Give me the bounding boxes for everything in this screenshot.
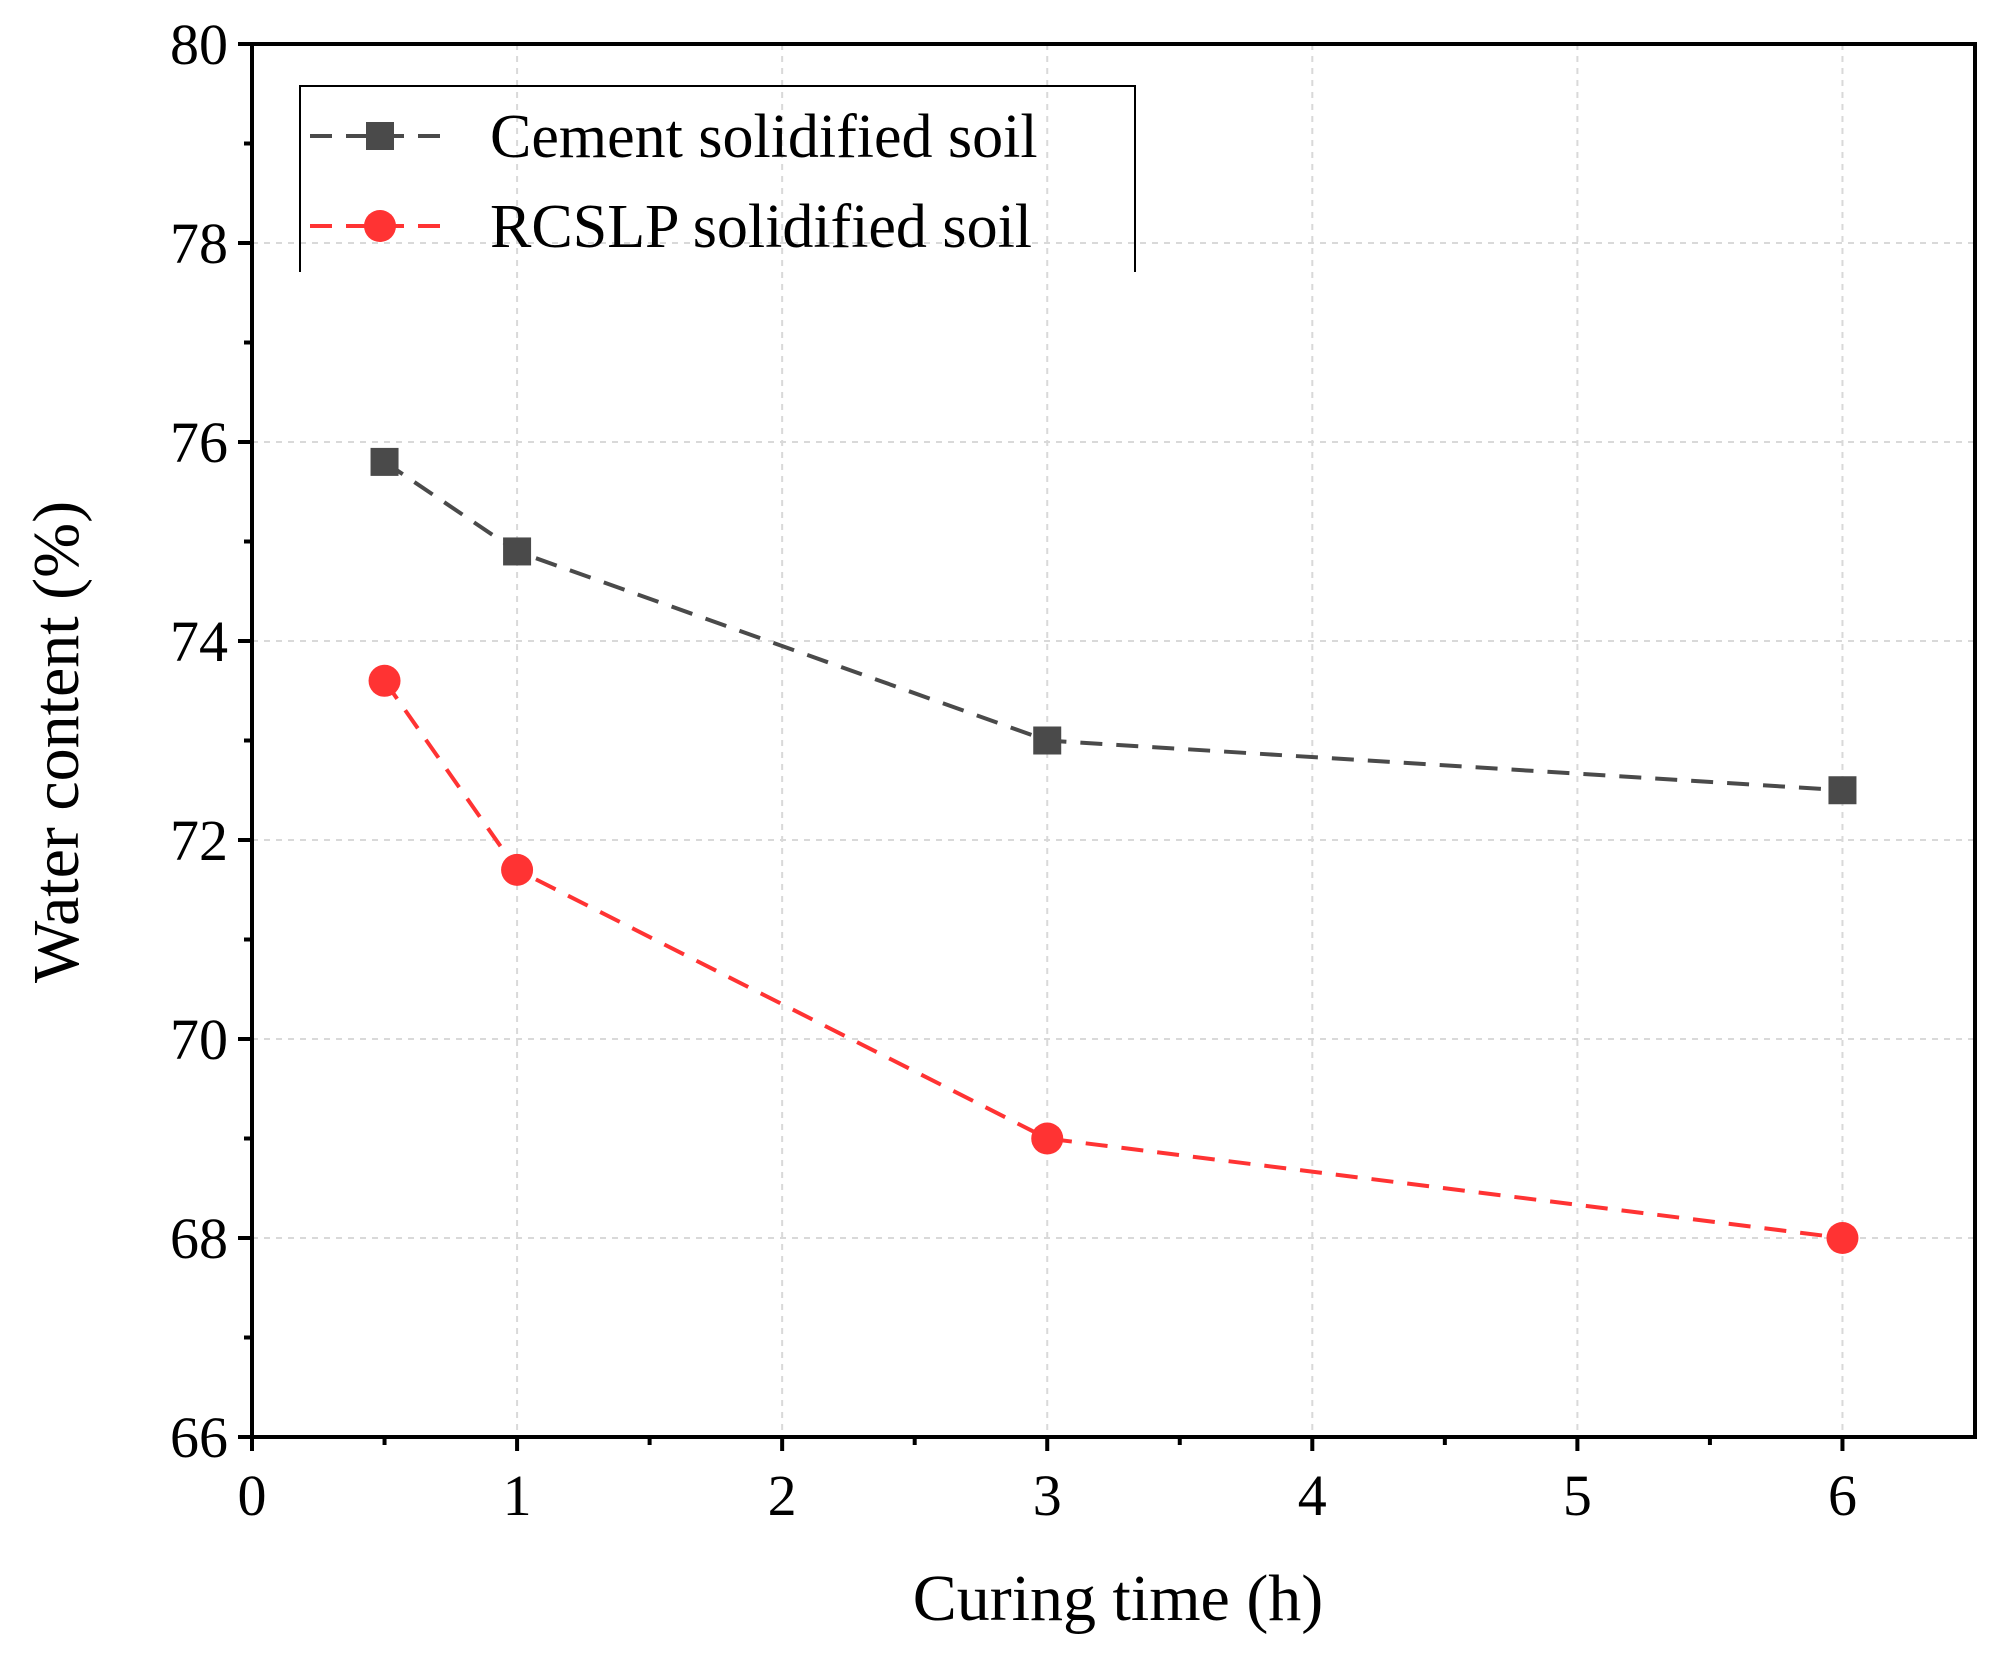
x-tick-label: 5 bbox=[1563, 1463, 1592, 1528]
data-point bbox=[1033, 726, 1062, 755]
x-tick-label: 0 bbox=[238, 1463, 267, 1528]
series-line bbox=[382, 679, 1843, 1240]
data-point bbox=[501, 853, 534, 886]
y-axis-title: Water content (%) bbox=[20, 501, 93, 983]
x-tick-label: 4 bbox=[1298, 1463, 1327, 1528]
legend-marker bbox=[366, 122, 394, 150]
data-point bbox=[368, 664, 401, 697]
y-tick-label: 66 bbox=[170, 1405, 228, 1470]
series-layer bbox=[368, 447, 1859, 1254]
data-point bbox=[1031, 1122, 1064, 1155]
y-tick-label: 76 bbox=[170, 410, 228, 475]
y-tick-label: 78 bbox=[170, 211, 228, 276]
data-point bbox=[370, 447, 399, 476]
data-point bbox=[1828, 776, 1857, 805]
legend-label: Cement solidified soil bbox=[490, 103, 1038, 171]
y-tick-label: 70 bbox=[170, 1007, 228, 1072]
x-tick-label: 1 bbox=[503, 1463, 532, 1528]
y-tick-label: 68 bbox=[170, 1206, 228, 1271]
x-axis-title: Curing time (h) bbox=[913, 1562, 1324, 1635]
series-2 bbox=[368, 664, 1859, 1254]
legend-box bbox=[299, 85, 1136, 272]
x-tick-label: 3 bbox=[1033, 1463, 1062, 1528]
x-tick-label: 2 bbox=[768, 1463, 797, 1528]
y-tick-label: 72 bbox=[170, 808, 228, 873]
y-tick-label: 80 bbox=[170, 12, 228, 77]
x-tick-label: 6 bbox=[1828, 1463, 1857, 1528]
data-point bbox=[1826, 1222, 1859, 1254]
series-line bbox=[383, 460, 1843, 793]
data-point bbox=[503, 537, 532, 566]
legend-label: RCSLP solidified soil bbox=[490, 193, 1032, 261]
y-tick-label: 74 bbox=[170, 609, 228, 674]
series-1 bbox=[370, 447, 1857, 805]
legend: Cement solidified soil RCSLP solidified s… bbox=[299, 85, 1136, 272]
legend-marker bbox=[364, 210, 396, 242]
